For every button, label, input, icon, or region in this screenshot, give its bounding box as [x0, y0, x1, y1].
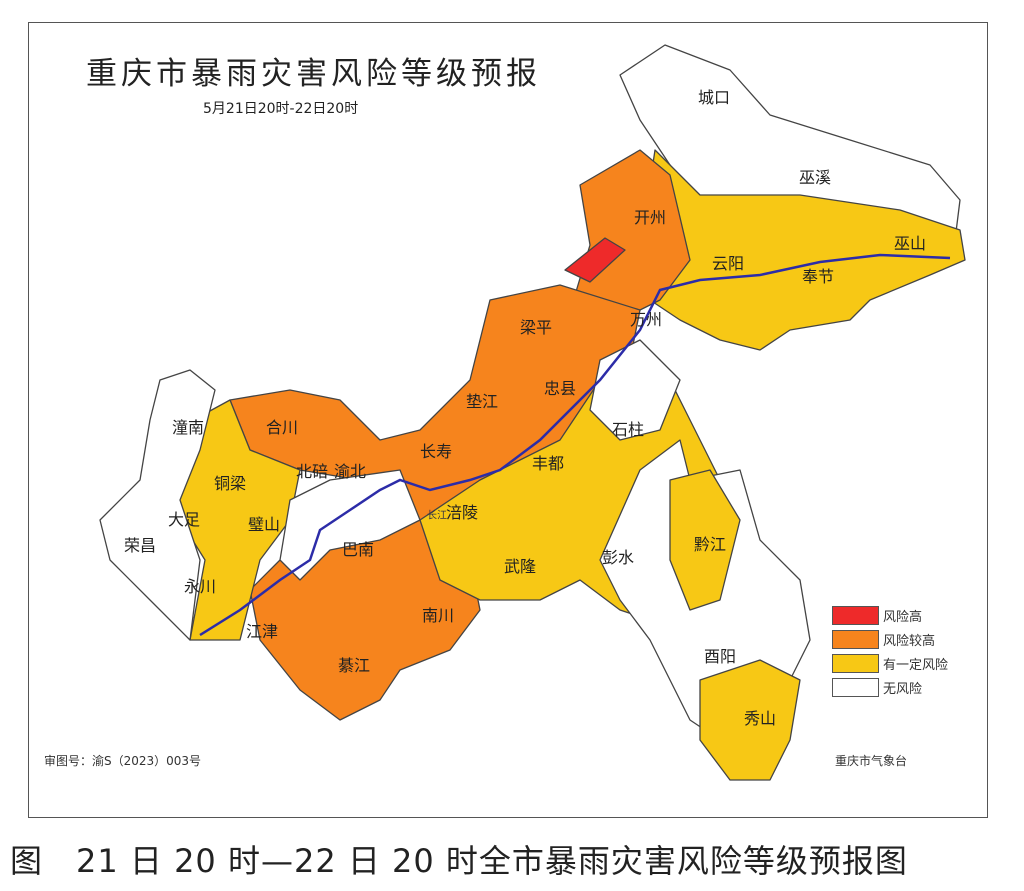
region-west-none [99, 369, 216, 641]
legend-swatch [832, 677, 879, 697]
region-urban-none [279, 469, 421, 581]
district-label: 丰都 [531, 454, 565, 473]
legend-item: 风险较高 [832, 627, 948, 651]
district-label: 奉节 [801, 267, 835, 286]
legend-swatch [832, 653, 879, 673]
map-approval-number: 审图号：渝S（2023）003号 [44, 754, 202, 768]
district-label: 永川 [183, 577, 217, 596]
district-label: 酉阳 [703, 647, 737, 666]
legend-label: 有一定风险 [883, 657, 949, 673]
district-label: 璧山 [247, 515, 281, 534]
district-label: 大足 [167, 510, 201, 529]
issuing-agency: 重庆市气象台 [835, 754, 908, 768]
legend-label: 风险较高 [883, 633, 936, 649]
district-label: 渝北 [333, 462, 367, 481]
district-label: 铜梁 [213, 474, 247, 493]
district-label: 北碚 [295, 462, 329, 481]
district-label: 秀山 [743, 709, 777, 728]
legend-swatch [832, 629, 879, 649]
legend-item: 风险高 [832, 603, 948, 627]
figure-caption: 图 21 日 20 时—22 日 20 时全市暴雨灾害风险等级预报图 [10, 842, 908, 880]
district-label: 城口 [697, 88, 731, 107]
district-label: 梁平 [519, 318, 553, 337]
district-label: 巴南 [341, 540, 375, 559]
district-label: 涪陵 [445, 503, 479, 522]
region-high-risk [564, 237, 626, 283]
district-label: 綦江 [337, 656, 371, 675]
district-label: 潼南 [171, 418, 205, 437]
map-title: 重庆市暴雨灾害风险等级预报 [86, 56, 541, 92]
region-west-some [174, 399, 301, 641]
district-label: 石柱 [611, 420, 645, 439]
legend-label: 风险高 [883, 609, 923, 625]
district-label: 南川 [421, 606, 455, 625]
district-label: 彭水 [601, 548, 635, 567]
map-subtitle: 5月21日20时-22日20时 [203, 101, 359, 117]
district-label: 合川 [265, 418, 299, 437]
district-label: 江津 [245, 622, 279, 641]
district-label: 巫溪 [798, 168, 832, 187]
legend: 风险高 风险较高 有一定风险 无风险 [832, 603, 948, 699]
legend-item: 有一定风险 [832, 651, 948, 675]
yangtze-river [199, 253, 951, 637]
district-label: 荣昌 [123, 536, 157, 555]
legend-label: 无风险 [883, 681, 923, 697]
district-label: 万州 [629, 310, 663, 329]
region-xiushan-some [699, 659, 801, 781]
legend-item: 无风险 [832, 675, 948, 699]
legend-swatch [832, 605, 879, 625]
district-label: 忠县 [543, 379, 577, 398]
district-label: 武隆 [503, 557, 537, 576]
district-label: 云阳 [711, 254, 745, 273]
region-northeast-some [639, 149, 966, 351]
district-label: 长寿 [419, 442, 453, 461]
region-qianjiang-some [669, 469, 741, 611]
district-label: 黔江 [693, 535, 727, 554]
district-label: 开州 [633, 208, 667, 227]
river-label: 长江 [427, 510, 447, 522]
district-label: 巫山 [893, 234, 927, 253]
district-label: 垫江 [465, 392, 499, 411]
